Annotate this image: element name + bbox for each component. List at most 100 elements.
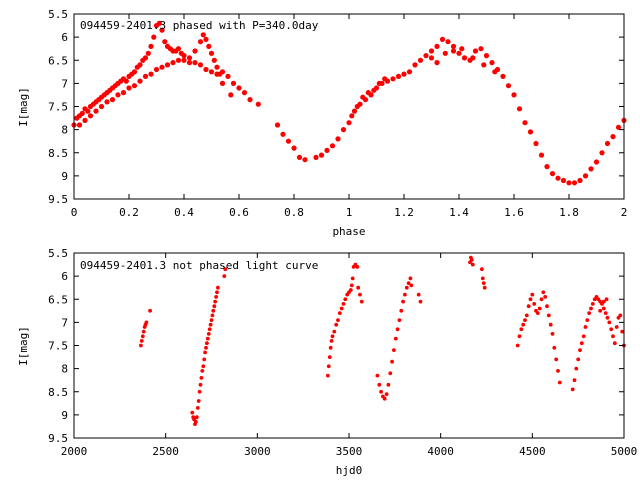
unphased-data-point xyxy=(550,332,555,336)
unphased-data-point xyxy=(198,382,203,387)
unphased-x-tick-label: 2000 xyxy=(61,445,88,458)
phased-data-point xyxy=(351,108,358,114)
unphased-data-point xyxy=(537,306,542,311)
phased-data-point xyxy=(164,62,171,68)
unphased-data-point xyxy=(408,276,413,281)
unphased-data-point xyxy=(570,387,575,392)
unphased-data-point xyxy=(572,378,577,383)
unphased-data-point xyxy=(480,276,485,281)
unphased-data-point xyxy=(603,311,608,315)
phased-data-point xyxy=(324,147,330,153)
unphased-y-tick-label: 8 xyxy=(61,363,68,376)
phased-data-point xyxy=(219,69,226,75)
phased-data-point xyxy=(159,27,165,33)
unphased-x-tick-label: 4000 xyxy=(427,445,454,458)
phased-data-point xyxy=(439,36,446,43)
phased-data-point xyxy=(450,43,457,50)
unphased-data-point xyxy=(519,327,524,332)
phased-data-point xyxy=(434,60,440,66)
phased-data-point xyxy=(214,64,220,70)
phased-data-point xyxy=(87,113,94,119)
unphased-data-point xyxy=(204,345,208,350)
unphased-data-point xyxy=(358,292,362,297)
unphased-data-point xyxy=(480,267,484,272)
phased-data-point xyxy=(247,97,253,103)
phased-y-tick-label: 6 xyxy=(61,31,68,44)
unphased-data-point xyxy=(530,292,535,297)
unphased-data-point xyxy=(539,297,544,302)
phased-data-point xyxy=(318,152,325,158)
unphased-data-point xyxy=(202,357,207,362)
unphased-x-tick-label: 2500 xyxy=(152,445,179,458)
phased-x-tick-label: 2 xyxy=(621,206,628,219)
unphased-data-point xyxy=(190,410,195,415)
phased-data-point xyxy=(577,177,583,184)
phased-data-point xyxy=(450,48,457,54)
phased-data-point xyxy=(79,110,85,116)
unphased-plot-title: 094459-2401.3 not phased light curve xyxy=(80,259,318,272)
unphased-data-point xyxy=(404,285,409,290)
phased-data-point xyxy=(423,53,429,59)
phased-data-point xyxy=(153,66,160,73)
phased-data-point xyxy=(346,120,352,126)
phased-data-point xyxy=(156,20,162,26)
unphased-data-point xyxy=(205,341,209,346)
phased-data-point xyxy=(192,60,198,66)
unphased-data-point xyxy=(197,389,202,394)
phased-x-tick-label: 0 xyxy=(71,206,78,219)
phased-data-point xyxy=(360,94,366,100)
unphased-data-point xyxy=(359,299,364,304)
phased-data-point xyxy=(170,60,176,66)
unphased-data-point xyxy=(195,406,200,410)
unphased-data-point xyxy=(482,285,487,290)
phased-data-point xyxy=(395,73,402,79)
phased-data-point xyxy=(203,36,209,43)
unphased-data-point xyxy=(470,262,475,267)
unphased-data-point xyxy=(210,313,215,318)
unphased-data-point xyxy=(326,373,330,378)
phased-data-point xyxy=(459,46,465,52)
phased-x-tick-label: 0.6 xyxy=(229,206,249,219)
unphased-data-point xyxy=(205,336,210,341)
unphased-data-point xyxy=(329,339,334,343)
unphased-data-point xyxy=(607,320,612,325)
unphased-data-point xyxy=(614,325,619,329)
phased-data-point xyxy=(472,48,479,54)
unphased-y-tick-label: 9.5 xyxy=(48,432,68,445)
unphased-data-point xyxy=(388,371,393,376)
unphased-data-point xyxy=(343,297,348,302)
phased-data-point xyxy=(461,55,468,61)
phased-data-point xyxy=(197,39,204,45)
phased-data-point xyxy=(181,53,187,59)
unphased-data-point xyxy=(532,302,537,306)
unphased-data-point xyxy=(406,281,411,285)
phased-data-point xyxy=(186,55,193,61)
phased-y-tick-label: 8 xyxy=(61,124,68,137)
phased-data-point xyxy=(98,103,105,110)
unphased-light-curve-panel: 2000 2500 3000 3500 4000 4500 5000 5.5 6 6.5 7 7.5… xyxy=(17,247,637,477)
unphased-data-point xyxy=(543,295,548,299)
unphased-data-point xyxy=(208,322,213,327)
unphased-data-point xyxy=(515,343,520,348)
unphased-x-tick-label: 5000 xyxy=(611,445,638,458)
unphased-data-point xyxy=(386,382,391,387)
phased-data-point xyxy=(142,73,149,79)
phased-data-point xyxy=(406,69,413,75)
phased-data-point xyxy=(516,106,523,112)
unphased-data-point xyxy=(581,334,586,339)
unphased-data-point xyxy=(377,382,382,387)
phased-data-point xyxy=(417,57,424,63)
unphased-data-point xyxy=(397,318,402,322)
phased-data-point xyxy=(200,32,206,38)
unphased-data-point xyxy=(521,322,526,327)
unphased-data-point xyxy=(557,380,562,385)
phased-data-point xyxy=(401,71,407,77)
phased-data-point xyxy=(285,138,292,144)
phased-data-point xyxy=(93,108,99,114)
phased-data-point xyxy=(274,122,281,128)
unphased-data-point xyxy=(548,322,553,327)
phased-data-point xyxy=(456,50,462,56)
phased-data-point xyxy=(296,154,303,160)
phased-data-point xyxy=(434,43,440,50)
unphased-data-point xyxy=(144,320,149,325)
